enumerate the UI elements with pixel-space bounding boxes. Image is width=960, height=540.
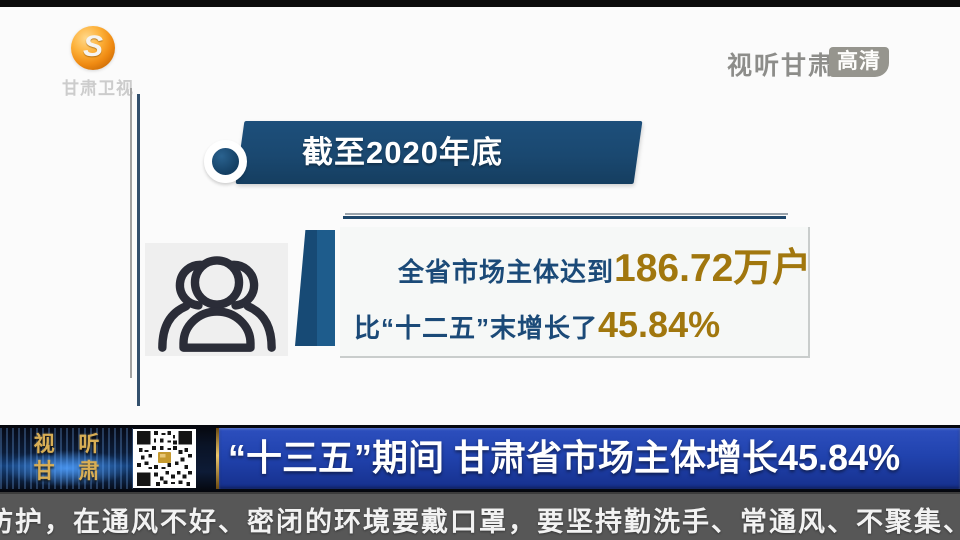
station-watermark: 甘肃卫视: [62, 79, 134, 98]
date-banner-title: 截至2020年底: [302, 135, 503, 170]
hd-badge: 高清: [829, 47, 889, 77]
date-banner: 截至2020年底: [235, 121, 643, 184]
gold-separator: [216, 428, 219, 489]
corner-brand-line2: 甘 肃: [33, 459, 109, 483]
stat-row-total: 全省市场主体达到 186.72万户: [398, 237, 812, 293]
vertical-rule-gray: [130, 88, 132, 378]
station-logo-icon: S: [71, 26, 115, 70]
accent-bar: [295, 230, 335, 346]
stat1-value: 186.72万户: [614, 247, 812, 291]
ticker-text: 防护，在通风不好、密闭的环境要戴口罩，要坚持勤洗手、常通风、不聚集、: [0, 507, 960, 537]
qr-code-icon: [133, 429, 196, 488]
corner-brand-panel: 视 听 甘 肃: [0, 428, 133, 489]
people-group-icon: [145, 243, 288, 356]
channel-label: 视听甘肃: [727, 53, 836, 80]
divider-rule-navy: [343, 216, 786, 219]
banner-bullet-dot: [204, 140, 247, 183]
divider-rule-gray: [345, 213, 788, 215]
stat2-value: 45.84%: [598, 303, 721, 345]
lower-third: 视 听 甘 肃: [0, 425, 960, 492]
stat-row-growth: 比“十二五”末增长了 45.84%: [354, 304, 808, 346]
stat2-label: 比“十二五”末增长了: [354, 312, 599, 343]
vertical-rule-navy: [137, 94, 140, 406]
stat-box: 全省市场主体达到 186.72万户 比“十二五”末增长了 45.84%: [340, 227, 812, 358]
stat1-label: 全省市场主体达到: [398, 257, 615, 288]
headline-bar: “十三五”期间 甘肃省市场主体增长45.84%: [219, 428, 960, 489]
corner-brand-line1: 视 听: [33, 433, 109, 457]
station-logo-letter: S: [82, 30, 103, 63]
news-ticker: 防护，在通风不好、密闭的环境要戴口罩，要坚持勤洗手、常通风、不聚集、: [0, 492, 960, 540]
letterbox-top: [0, 0, 960, 7]
headline-text: “十三五”期间 甘肃省市场主体增长45.84%: [228, 437, 901, 478]
